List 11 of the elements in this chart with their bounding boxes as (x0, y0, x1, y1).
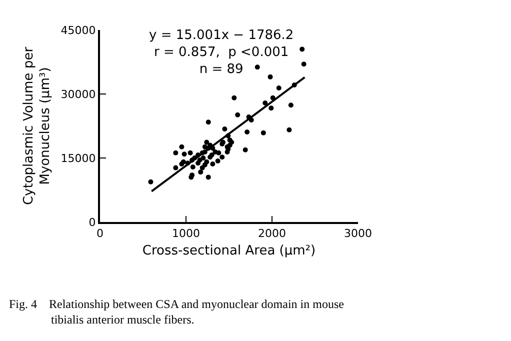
x-axis-title: Cross-sectional Area (μm²) (142, 243, 316, 258)
y-tick-label: 30000 (60, 88, 96, 101)
y-axis-title: Cytoplasmic Volume per Myonucleus (μm³) (21, 46, 54, 206)
y-tick-label: 15000 (60, 152, 96, 165)
x-tick-label: 2000 (258, 227, 286, 240)
caption: Fig. 4 Relationship between CSA and myonuclear domain in mouse tibialis anterior muscle fibers. (9, 297, 344, 327)
x-tick-label: 1000 (172, 227, 200, 240)
y-tick-label: 45000 (60, 24, 96, 37)
y-tick-label: 0 (88, 216, 96, 229)
x-tick-label: 3000 (344, 227, 372, 240)
annotation: y = 15.001x − 1786.2 r = 0.857, p <0.001 n = 89 (149, 28, 294, 77)
